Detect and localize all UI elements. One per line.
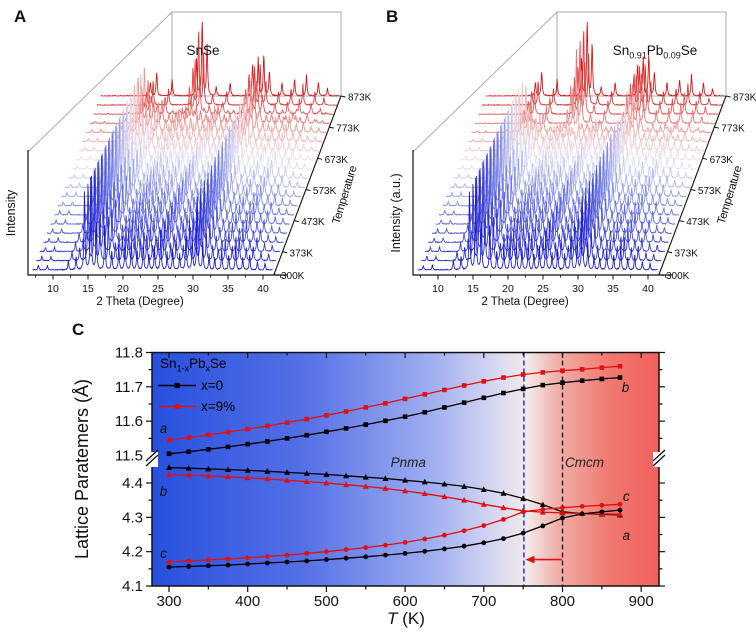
x-tick-label: 25	[537, 283, 549, 295]
z-tick-label: 573K	[698, 186, 722, 197]
y-tick-label: 4.4	[122, 475, 143, 492]
curve-label-c: c	[623, 489, 630, 504]
x-tick-label: 25	[152, 283, 164, 295]
phase-label-pnma: Pnma	[391, 455, 427, 470]
x-tick-label: 40	[642, 283, 654, 295]
z-tick-label: 673K	[710, 155, 734, 166]
x-tick-label: 700	[471, 593, 496, 610]
x-tick-label: 10	[432, 283, 444, 295]
y-tick-label: 4.2	[122, 544, 143, 561]
x-tick-label: 800	[550, 593, 575, 610]
phase-gradient-background	[152, 352, 659, 586]
series-c-x=9%	[166, 501, 623, 565]
y-tick-label: 4.1	[122, 578, 143, 595]
x-tick-label: 15	[467, 283, 479, 295]
x-tick-label: 20	[117, 283, 129, 295]
z-tick-label: 473K	[686, 217, 710, 228]
y-tick-label: 11.5	[115, 447, 143, 464]
x-tick-label: 900	[629, 593, 654, 610]
ticks	[146, 351, 665, 592]
panel-a-waterfall: 10 15 20 25 30 35 40 2 Theta (Degree) Intensity 3…	[4, 11, 372, 308]
z-tick-label: 773K	[336, 124, 360, 135]
x-tick-label: 500	[314, 593, 339, 610]
curve-label-b: b	[160, 484, 168, 499]
curve-label-a: a	[622, 528, 630, 543]
panel-c-label: C	[72, 320, 85, 339]
z-tick-label: 373K	[675, 248, 699, 259]
z-tick-label: 673K	[325, 155, 349, 166]
legend-entry: x=0	[158, 378, 223, 393]
panel-b-label: B	[386, 7, 399, 26]
x-tick-label: 15	[82, 283, 94, 295]
x-tick-label: 600	[393, 593, 418, 610]
x-tick-label: 10	[47, 283, 59, 295]
x-axis-label: 2 Theta (Degree)	[481, 296, 569, 308]
z-tick-label: 873K	[348, 93, 372, 104]
legend-entry-label: x=9%	[201, 399, 235, 414]
axis-break-mark	[652, 454, 666, 467]
x-axis-label: T (K)	[387, 609, 425, 628]
series-a-x=0	[166, 375, 623, 457]
curve-label-c: c	[160, 546, 167, 561]
legend-title: Sn1-xPbxSe	[160, 356, 227, 374]
y-tick-label: 11.8	[115, 345, 143, 362]
axis-break-mark	[145, 454, 159, 467]
z-tick-label: 773K	[721, 124, 745, 135]
z-tick-label: 473K	[301, 217, 325, 228]
x-axis-label: 2 Theta (Degree)	[96, 296, 184, 308]
panel-a-label: A	[14, 7, 27, 26]
legend-entry-label: x=0	[201, 378, 223, 393]
y-axis-label: Intensity	[4, 189, 18, 236]
y-tick-label: 11.6	[115, 413, 143, 430]
series-a-x=9%	[166, 363, 623, 443]
x-tick-label: 400	[235, 593, 260, 610]
y-axis-label: Lattice Paratemers (Å)	[72, 379, 92, 559]
axis-break-mark	[145, 449, 159, 462]
x-tick-label: 35	[222, 283, 234, 295]
x-tick-label: 300	[156, 593, 181, 610]
curve-label-b: b	[622, 380, 630, 395]
arrow-head	[525, 555, 535, 564]
x-tick-label: 35	[607, 283, 619, 295]
x-tick-label: 30	[572, 283, 584, 295]
z-tick-label: 300K	[666, 271, 690, 282]
z-tick-label: 300K	[281, 271, 305, 282]
series-c-x=0	[166, 507, 623, 570]
panel-b-title: Sn0.91Pb0.09Se	[612, 43, 698, 61]
x-tick-label: 40	[257, 283, 269, 295]
z-tick-label: 573K	[313, 186, 337, 197]
panel-c-lattice-chart: 300 400 500 600 700 800 900 11.8 11.7 11.6 11.5 4.4…	[72, 345, 666, 628]
y-axis-label: Intensity (a.u.)	[389, 173, 403, 252]
xrd-traces	[417, 22, 726, 271]
series-b-x=9%	[166, 471, 623, 517]
legend-entry: x=9%	[158, 399, 235, 414]
x-tick-label: 30	[187, 283, 199, 295]
y-tick-label: 4.3	[122, 509, 143, 526]
panel-b-waterfall: 10 15 20 25 30 35 40 2 Theta (Degree) Intensity …	[389, 11, 756, 308]
curve-label-a: a	[160, 421, 168, 436]
panel-a-title: SnSe	[186, 43, 220, 58]
x-tick-label: 20	[502, 283, 514, 295]
series-b-x=0	[166, 464, 623, 518]
z-tick-label: 373K	[290, 248, 314, 259]
phase-label-cmcm: Cmcm	[565, 455, 604, 470]
z-tick-label: 873K	[733, 93, 756, 104]
axis-break-mark	[652, 449, 666, 462]
xrd-traces	[32, 21, 341, 271]
y-tick-label: 11.7	[115, 379, 143, 396]
